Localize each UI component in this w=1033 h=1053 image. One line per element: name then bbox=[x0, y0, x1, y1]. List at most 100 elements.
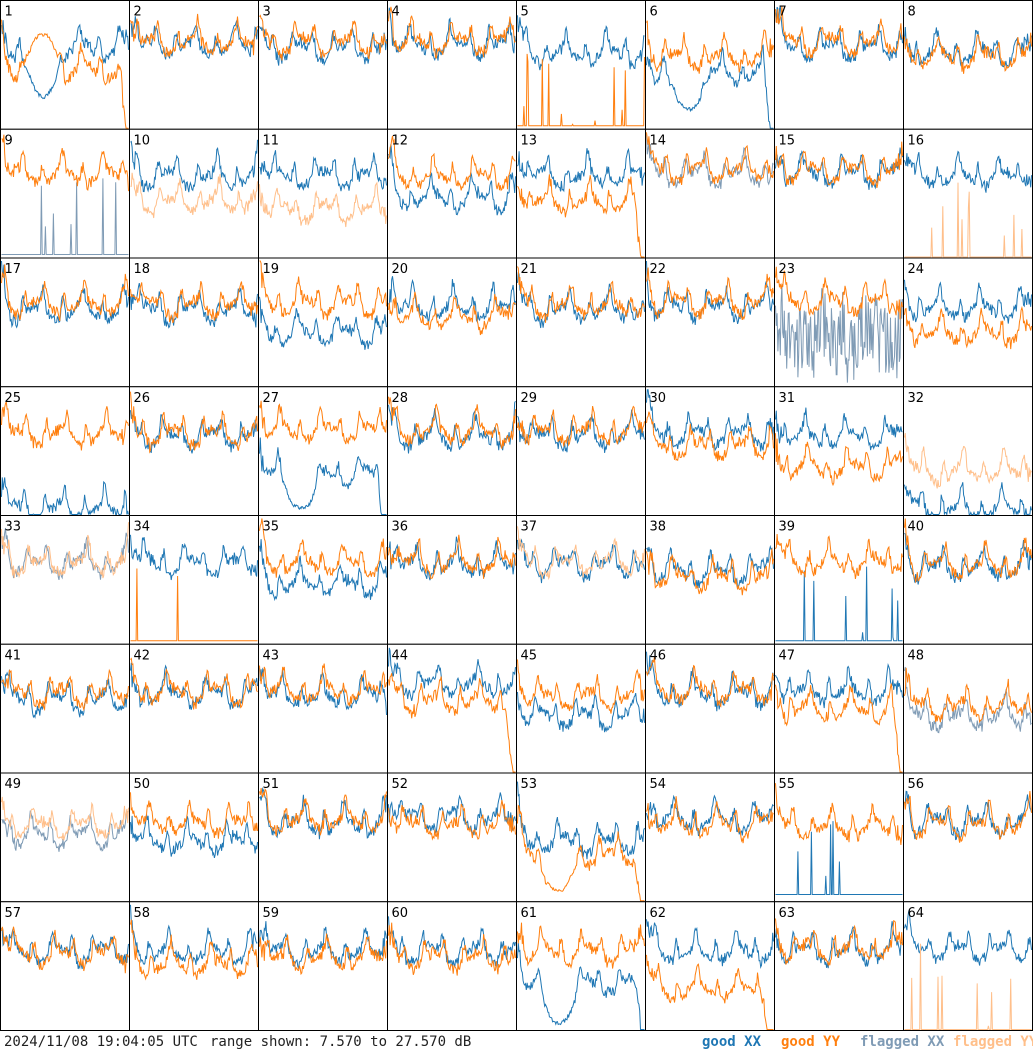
panel-frame bbox=[516, 386, 646, 516]
xx-series-line bbox=[517, 691, 645, 733]
antenna-panel-31: 31 bbox=[774, 386, 904, 516]
yy-series-line bbox=[388, 673, 516, 773]
panel-label: 49 bbox=[5, 777, 22, 792]
xx-series-line bbox=[259, 437, 387, 515]
xx-series-line bbox=[1, 260, 129, 329]
yy-series-line bbox=[1, 134, 129, 192]
yy-series-line bbox=[130, 792, 258, 839]
yy-series-line bbox=[130, 391, 258, 454]
xx-series-line bbox=[775, 566, 903, 642]
panel-frame bbox=[645, 901, 775, 1031]
antenna-panel-45: 45 bbox=[516, 643, 646, 774]
yy-series-line bbox=[775, 918, 903, 967]
yy-series-line bbox=[646, 411, 774, 462]
antenna-panel-50: 50 bbox=[129, 772, 259, 903]
yy-series-line bbox=[517, 174, 645, 258]
yy-series-line bbox=[646, 548, 774, 596]
antenna-panel-23: 23 bbox=[774, 257, 904, 388]
xx-series-line bbox=[775, 662, 903, 709]
xx-series-line bbox=[259, 539, 387, 602]
antenna-panel-41: 41 bbox=[0, 643, 130, 774]
panel-frame bbox=[774, 386, 904, 516]
panel-label: 35 bbox=[263, 520, 280, 535]
panel-frame bbox=[129, 386, 259, 516]
panel-label: 10 bbox=[134, 133, 151, 148]
antenna-panel-51: 51 bbox=[258, 772, 388, 903]
panel-frame bbox=[774, 643, 904, 774]
panel-frame bbox=[645, 0, 775, 130]
antenna-panel-20: 20 bbox=[387, 257, 517, 388]
yy-series-line bbox=[904, 182, 1032, 258]
antenna-panel-61: 61 bbox=[516, 901, 646, 1031]
antenna-panel-7: 7 bbox=[774, 0, 904, 130]
panel-label: 42 bbox=[134, 648, 151, 663]
panel-label: 25 bbox=[5, 391, 22, 406]
antenna-panel-16: 16 bbox=[903, 128, 1033, 259]
yy-series-line bbox=[259, 933, 387, 976]
panel-label: 29 bbox=[521, 391, 538, 406]
antenna-panel-5: 5 bbox=[516, 0, 646, 130]
panel-frame bbox=[0, 128, 130, 259]
xx-series-line bbox=[646, 44, 774, 129]
yy-series-line bbox=[775, 533, 903, 579]
yy-series-line bbox=[775, 683, 903, 773]
yy-series-line bbox=[388, 291, 516, 336]
antenna-panel-24: 24 bbox=[903, 257, 1033, 388]
panel-label: 38 bbox=[650, 520, 667, 535]
panel-label: 39 bbox=[779, 520, 796, 535]
panel-label: 14 bbox=[650, 133, 667, 148]
yy-series-line bbox=[1, 796, 129, 841]
panel-label: 30 bbox=[650, 391, 667, 406]
antenna-panel-25: 25 bbox=[0, 386, 130, 516]
antenna-panel-8: 8 bbox=[903, 0, 1033, 130]
yy-series-line bbox=[775, 266, 903, 320]
xx-series-line bbox=[259, 150, 387, 192]
panel-label: 3 bbox=[263, 5, 271, 20]
yy-series-line bbox=[646, 954, 774, 1030]
panel-label: 16 bbox=[908, 133, 925, 148]
antenna-panel-13: 13 bbox=[516, 128, 646, 259]
panel-frame bbox=[0, 515, 130, 645]
yy-series-line bbox=[775, 6, 903, 59]
antenna-panel-60: 60 bbox=[387, 901, 517, 1031]
xx-series-line bbox=[1, 178, 129, 255]
antenna-panel-11: 11 bbox=[258, 128, 388, 259]
timestamp: 2024/11/08 19:04:05 UTC bbox=[4, 1034, 198, 1050]
xx-series-line bbox=[1, 477, 129, 516]
panel-label: 32 bbox=[908, 391, 925, 406]
panel-frame bbox=[774, 0, 904, 130]
panel-label: 61 bbox=[521, 906, 538, 921]
antenna-panel-53: 53 bbox=[516, 772, 646, 903]
panel-frame bbox=[129, 515, 259, 645]
panel-label: 54 bbox=[650, 777, 667, 792]
yy-series-line bbox=[130, 281, 258, 324]
antenna-panel-48: 48 bbox=[903, 643, 1033, 774]
panel-frame bbox=[258, 901, 388, 1031]
yy-series-line bbox=[517, 266, 645, 323]
panel-frame bbox=[258, 128, 388, 259]
panel-label: 50 bbox=[134, 777, 151, 792]
panel-frame bbox=[903, 386, 1033, 516]
panel-label: 63 bbox=[779, 906, 796, 921]
yy-series-line bbox=[775, 783, 903, 846]
xx-series-line bbox=[130, 813, 258, 859]
panel-label: 56 bbox=[908, 777, 925, 792]
panel-label: 62 bbox=[650, 906, 667, 921]
xx-series-line bbox=[517, 409, 645, 453]
panel-label: 1 bbox=[5, 5, 13, 20]
panel-frame bbox=[903, 515, 1033, 645]
panel-frame bbox=[387, 0, 517, 130]
antenna-panel-10: 10 bbox=[129, 128, 259, 259]
panel-frame bbox=[258, 515, 388, 645]
xx-series-line bbox=[517, 942, 645, 1030]
yy-series-line bbox=[130, 13, 258, 58]
panel-frame bbox=[903, 257, 1033, 388]
yy-series-line bbox=[388, 6, 516, 59]
legend-flagged-yy: flagged YY bbox=[953, 1034, 1033, 1050]
xx-series-line bbox=[775, 284, 903, 383]
yy-series-line bbox=[517, 526, 645, 581]
antenna-panel-15: 15 bbox=[774, 128, 904, 259]
antenna-panel-30: 30 bbox=[645, 386, 775, 516]
panel-label: 51 bbox=[263, 777, 280, 792]
antenna-panel-38: 38 bbox=[645, 515, 775, 645]
